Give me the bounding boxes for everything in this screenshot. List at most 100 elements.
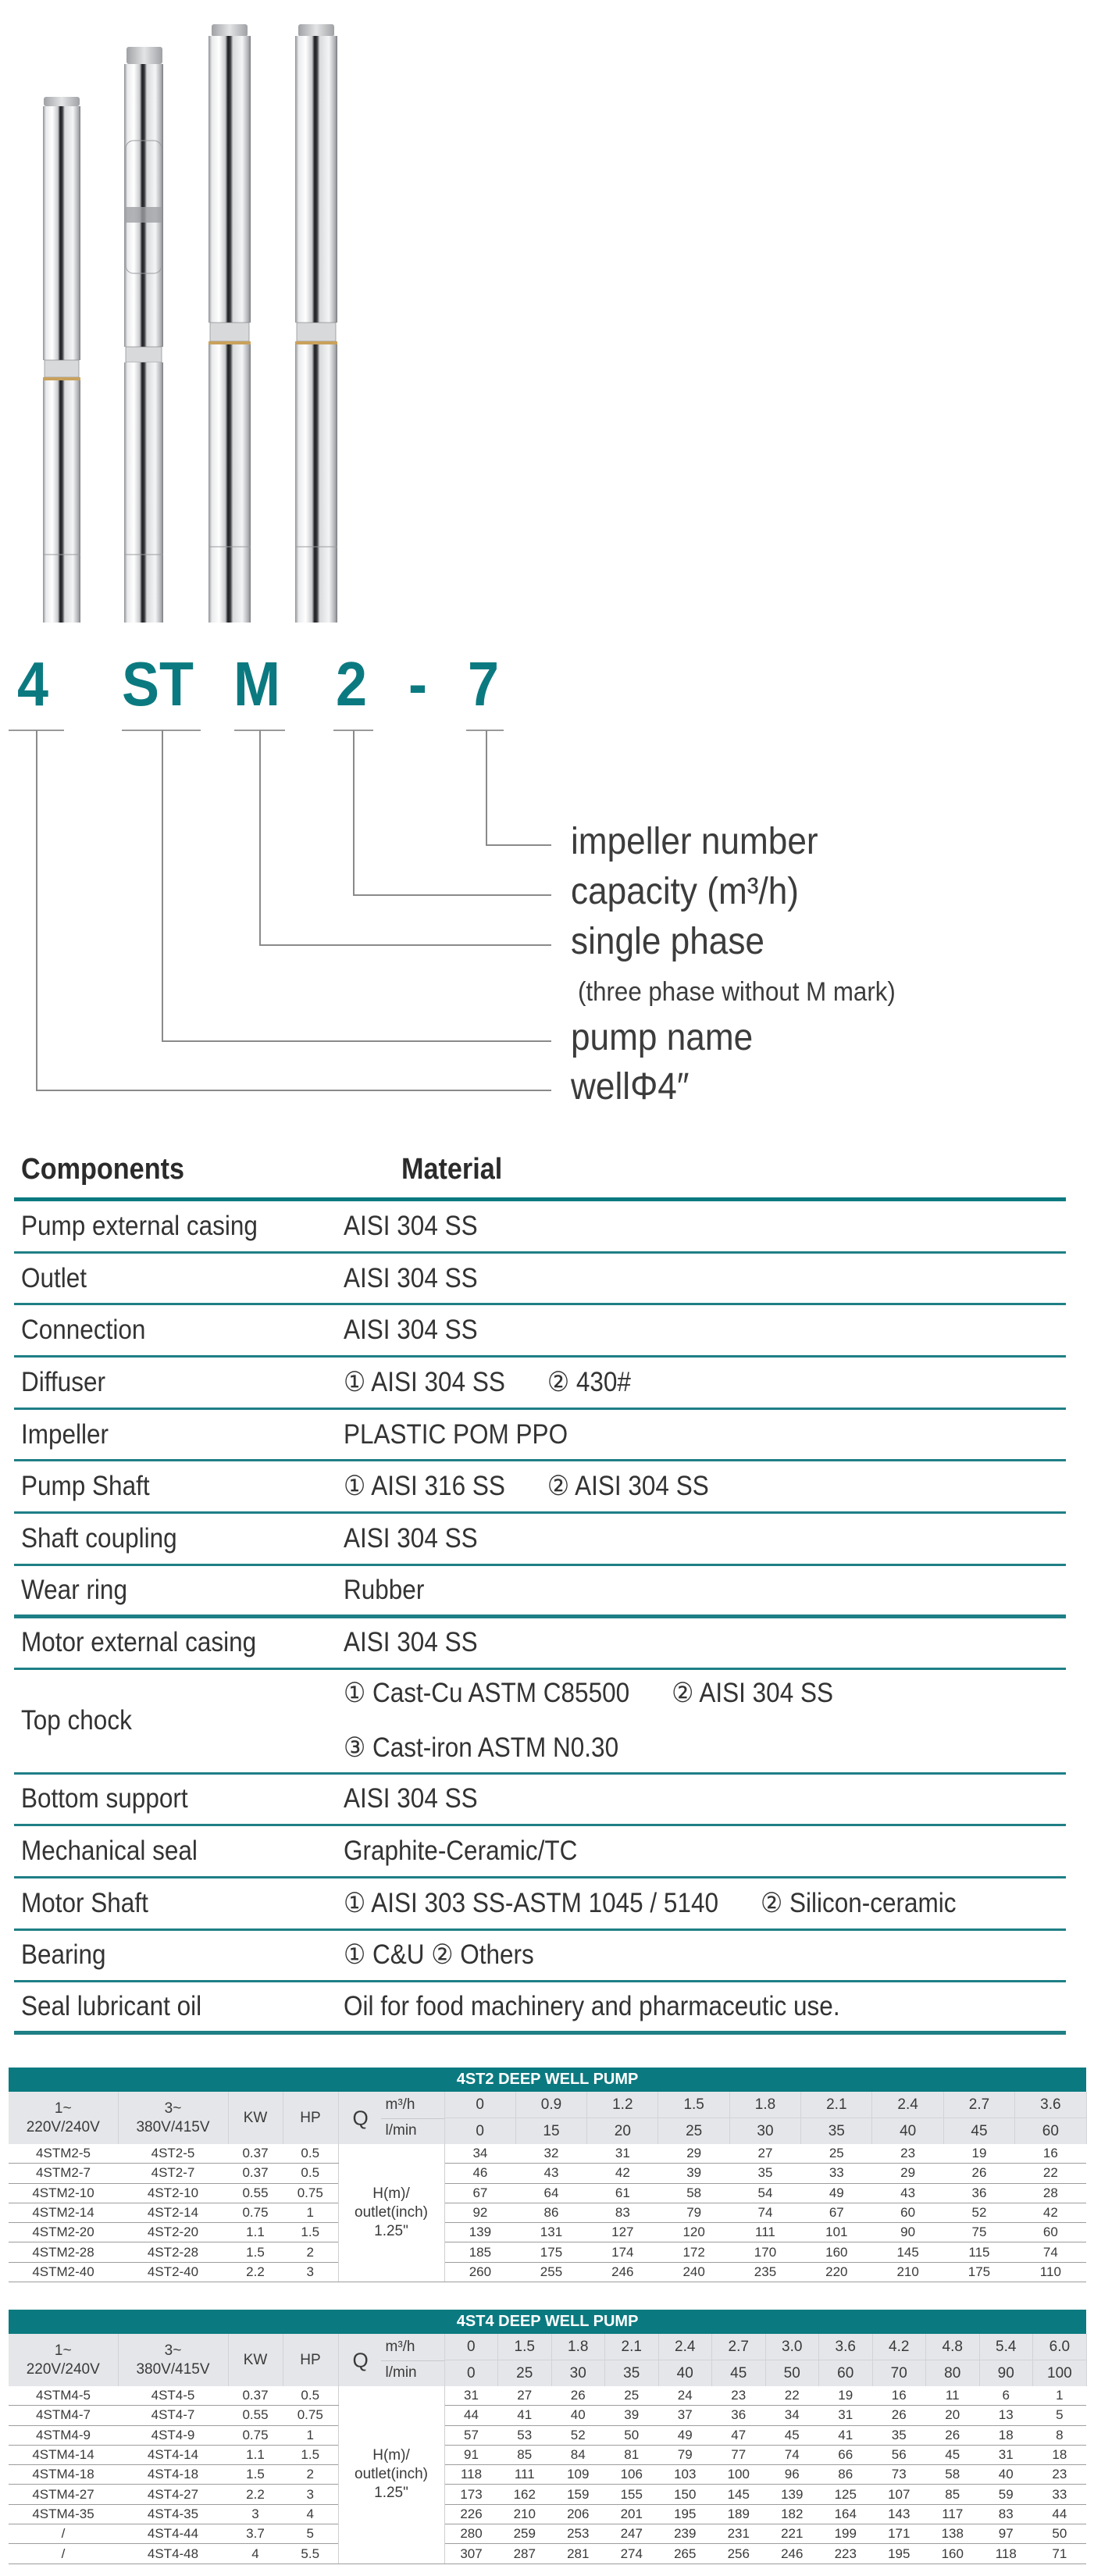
hp-value: 3 bbox=[283, 2262, 338, 2283]
component-material: Graphite-Ceramic/TC bbox=[344, 1826, 604, 1876]
head-value: 37 bbox=[658, 2405, 712, 2426]
single-phase-model: 4STM2-7 bbox=[9, 2163, 118, 2184]
flow-lmin: 0 bbox=[444, 2118, 516, 2144]
three-phase-model: 4ST2-28 bbox=[118, 2242, 228, 2263]
hp-value: 0.5 bbox=[283, 2386, 338, 2407]
three-phase-model: 4ST2-10 bbox=[118, 2183, 228, 2203]
head-value: 83 bbox=[586, 2203, 658, 2224]
header-line: 220V/240V bbox=[26, 2360, 100, 2378]
q-symbol: Q bbox=[352, 2106, 369, 2129]
code-letter-capacity: 2 bbox=[336, 649, 368, 719]
single-phase-header: 1~ 220V/240V bbox=[9, 2334, 119, 2386]
component-material: Rubber bbox=[344, 1566, 433, 1614]
hp-header: HP bbox=[283, 2334, 339, 2386]
three-phase-model: 4ST4-35 bbox=[118, 2504, 228, 2525]
hp-value: 4 bbox=[283, 2504, 338, 2525]
head-value: 77 bbox=[711, 2445, 765, 2466]
flow-lmin: 90 bbox=[979, 2360, 1033, 2386]
unit-lmin: l/min bbox=[385, 2364, 417, 2381]
head-value: 182 bbox=[765, 2504, 819, 2525]
head-value: 253 bbox=[551, 2524, 605, 2545]
head-value: 18 bbox=[1032, 2445, 1087, 2466]
table-row: 4STM2-5 4ST2-5 0.37 0.5 H(m)/outlet(inch) 1.2… bbox=[9, 2144, 1087, 2283]
single-phase-model: 4STM2-10 bbox=[9, 2183, 118, 2203]
component-row: Seal lubricant oil Oil for food machinery… bbox=[14, 1982, 1066, 2035]
three-phase-model: 4ST4-18 bbox=[118, 2464, 228, 2485]
head-value: 60 bbox=[1014, 2222, 1087, 2243]
head-value: 259 bbox=[497, 2524, 551, 2545]
head-value: 18 bbox=[979, 2425, 1033, 2446]
head-value: 8 bbox=[1032, 2425, 1087, 2446]
table-row: /4ST4-44 3.7 5 280 259 253 247 239 231 221 199 171 1… bbox=[9, 2524, 1087, 2545]
component-row: Motor Shaft ① AISI 303 SS-ASTM 1045 / 514… bbox=[14, 1878, 1066, 1931]
head-value: 26 bbox=[943, 2163, 1015, 2184]
head-value: 43 bbox=[871, 2183, 944, 2203]
three-phase-model: 4ST2-40 bbox=[118, 2262, 228, 2283]
head-value: 239 bbox=[658, 2524, 712, 2545]
underline bbox=[122, 730, 201, 731]
head-value: 155 bbox=[604, 2484, 658, 2505]
head-value: 52 bbox=[551, 2425, 605, 2446]
component-row: Connection AISI 304 SS bbox=[14, 1305, 1066, 1358]
flow-m3h: 1.5 bbox=[657, 2092, 730, 2118]
head-value: 34 bbox=[444, 2144, 516, 2164]
flow-m3h: 4.8 bbox=[925, 2334, 980, 2360]
head-value: 210 bbox=[871, 2262, 944, 2283]
flow-m3h: 0 bbox=[444, 2334, 498, 2360]
material-value: ② 430# bbox=[547, 1366, 631, 1397]
head-value: 118 bbox=[444, 2464, 498, 2485]
component-row: Pump external casing AISI 304 SS bbox=[14, 1201, 1066, 1254]
head-value: 50 bbox=[1032, 2524, 1087, 2545]
material-value: AISI 304 SS bbox=[344, 1783, 478, 1814]
head-value: 75 bbox=[943, 2222, 1015, 2243]
component-name: Motor Shaft bbox=[21, 1887, 148, 1918]
flow-lmin: 60 bbox=[818, 2360, 873, 2386]
head-value: 31 bbox=[586, 2144, 658, 2164]
head-value: 19 bbox=[943, 2144, 1015, 2164]
head-value: 274 bbox=[604, 2543, 658, 2564]
head-value: 115 bbox=[943, 2242, 1015, 2263]
head-value: 11 bbox=[925, 2386, 979, 2407]
code-letter-phase: M bbox=[233, 649, 280, 719]
flow-m3h: 5.4 bbox=[979, 2334, 1033, 2360]
head-value: 49 bbox=[800, 2183, 872, 2203]
connector-line bbox=[486, 844, 551, 846]
head-value: 111 bbox=[729, 2222, 801, 2243]
kw-header: KW bbox=[228, 2334, 283, 2386]
head-outlet-label: H(m)/ outlet(inch) 1.25" bbox=[337, 2386, 445, 2564]
flow-m3h: 3.0 bbox=[765, 2334, 819, 2360]
head-value: 111 bbox=[497, 2464, 551, 2485]
kw-value: 1.1 bbox=[228, 2222, 283, 2243]
material-value: ① AISI 303 SS-ASTM 1045 / 5140 bbox=[344, 1887, 719, 1918]
head-value: 246 bbox=[765, 2543, 819, 2564]
flow-m3h: 2.1 bbox=[604, 2334, 659, 2360]
flow-m3h: 2.7 bbox=[943, 2092, 1016, 2118]
component-material: AISI 304 SS bbox=[344, 1305, 493, 1355]
kw-value: 3 bbox=[228, 2504, 283, 2525]
head-value: 145 bbox=[711, 2484, 765, 2505]
head-value: 43 bbox=[515, 2163, 587, 2184]
head-value: 172 bbox=[657, 2242, 730, 2263]
single-phase-model: 4STM4-35 bbox=[9, 2504, 118, 2525]
head-value: 34 bbox=[765, 2405, 819, 2426]
table-row: /4ST4-48 4 5.5 307 287 281 274 265 256 246 223 195 1… bbox=[9, 2543, 1087, 2564]
component-material: AISI 304 SS bbox=[344, 1254, 493, 1304]
head-value: 195 bbox=[658, 2504, 712, 2525]
head-value: 260 bbox=[444, 2262, 516, 2283]
head-value: 106 bbox=[604, 2464, 658, 2485]
flow-lmin: 100 bbox=[1032, 2360, 1087, 2386]
head-label-line: H(m)/ bbox=[372, 2185, 410, 2203]
table-row: 4STM4-7 4ST4-7 0.55 0.75 44 41 40 39 37 36 34 31 26 2… bbox=[9, 2405, 1087, 2426]
material-value: ① Cast-Cu ASTM C85500 bbox=[344, 1678, 630, 1709]
head-value: 22 bbox=[765, 2386, 819, 2407]
head-value: 28 bbox=[1014, 2183, 1087, 2203]
kw-value: 1.5 bbox=[228, 2464, 283, 2485]
head-value: 56 bbox=[872, 2445, 926, 2466]
head-value: 86 bbox=[818, 2464, 872, 2485]
flow-lmin: 35 bbox=[800, 2118, 873, 2144]
head-value: 53 bbox=[497, 2425, 551, 2446]
head-value: 127 bbox=[586, 2222, 658, 2243]
single-phase-model: 4STM4-9 bbox=[9, 2425, 118, 2446]
head-value: 175 bbox=[515, 2242, 587, 2263]
flow-m3h: 1.2 bbox=[586, 2092, 659, 2118]
